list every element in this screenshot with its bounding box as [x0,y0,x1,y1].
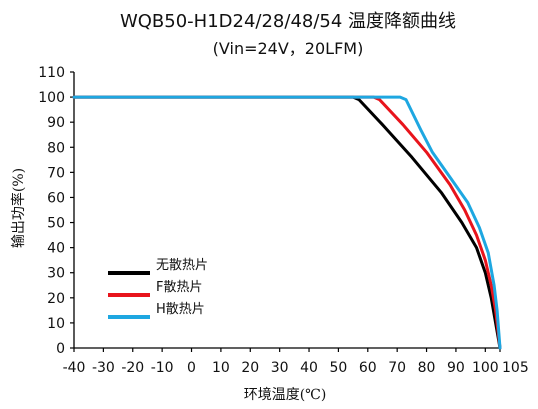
x-tick-label: 105 [502,360,529,376]
x-tick-label: 60 [359,360,377,376]
x-tick-label: 50 [329,360,347,376]
x-tick-label: 30 [271,360,289,376]
chart-subtitle: (Vin=24V，20LFM) [213,39,364,58]
x-tick-label: -10 [151,360,174,376]
y-tick-label: 100 [38,90,65,106]
y-tick-label: 60 [47,190,65,206]
x-tick-label: -30 [92,360,115,376]
series-lines [72,95,502,350]
legend-label-3: H散热片 [156,302,205,317]
series-line-1 [72,95,502,350]
y-tick-label: 50 [47,216,65,232]
y-tick-label: 70 [47,165,65,181]
y-tick-label: 40 [47,241,65,257]
legend-label-2: F散热片 [156,280,202,295]
y-tick-label: 110 [38,65,65,81]
x-axis-ticks: -40 -30 -20 -10 0 10 20 30 40 50 60 70 80 90 100 105 [63,348,529,376]
y-tick-label: 30 [47,266,65,282]
x-tick-label: 20 [241,360,259,376]
y-axis-ticks: 0 10 20 30 40 50 60 70 80 90 100 110 [38,65,74,357]
legend: 无散热片 F散热片 H散热片 [108,258,208,319]
y-tick-label: 80 [47,140,65,156]
x-tick-label: 70 [388,360,406,376]
x-tick-label: 10 [212,360,230,376]
y-tick-label: 0 [56,341,65,357]
x-tick-label: 100 [472,360,499,376]
legend-label-1: 无散热片 [156,258,208,273]
y-tick-label: 90 [47,115,65,131]
series-line-2 [72,95,502,350]
x-tick-label: -20 [121,360,144,376]
chart-title: WQB50-H1D24/28/48/54 温度降额曲线 [120,11,456,32]
x-tick-label: 0 [187,360,196,376]
x-tick-label: 90 [447,360,465,376]
series-line-3 [72,95,502,350]
x-tick-label: 40 [300,360,318,376]
x-tick-label: -40 [63,360,86,376]
x-tick-label: 80 [418,360,436,376]
x-axis-label: 环境温度(℃) [244,387,327,403]
y-tick-label: 10 [47,316,65,332]
y-tick-label: 20 [47,291,65,307]
y-axis-label: 输出功率(%) [10,168,27,248]
